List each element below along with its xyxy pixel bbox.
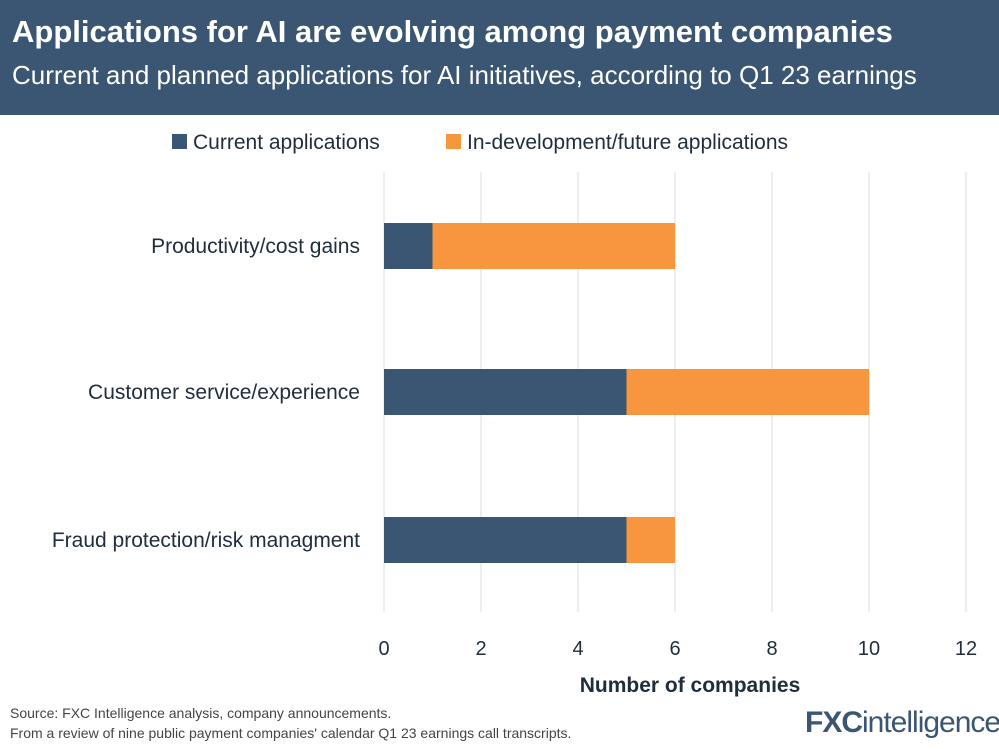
legend-label: In-development/future applications xyxy=(467,131,788,154)
header: Applications for AI are evolving among p… xyxy=(0,0,999,115)
x-tick-label: 8 xyxy=(766,638,777,660)
x-tick-label: 0 xyxy=(378,638,389,660)
bar-current xyxy=(384,369,627,415)
category-label: Customer service/experience xyxy=(88,381,360,404)
category-label: Productivity/cost gains xyxy=(151,235,360,258)
x-tick-label: 12 xyxy=(955,638,977,660)
chart-title: Applications for AI are evolving among p… xyxy=(12,14,893,49)
x-tick-label: 4 xyxy=(572,638,583,660)
legend-swatch xyxy=(446,134,461,149)
chart-subtitle: Current and planned applications for AI … xyxy=(12,60,917,90)
x-tick-label: 2 xyxy=(475,638,486,660)
bar-current xyxy=(384,223,433,269)
bar-current xyxy=(384,517,627,563)
x-tick-label: 6 xyxy=(669,638,680,660)
footer-notes: Source: FXC Intelligence analysis, compa… xyxy=(10,703,571,743)
legend-label: Current applications xyxy=(193,131,380,154)
source-text: Source: FXC Intelligence analysis, compa… xyxy=(10,705,392,721)
bar-future xyxy=(626,517,675,563)
note-text: From a review of nine public payment com… xyxy=(10,725,572,741)
bar-future xyxy=(432,223,675,269)
x-tick-label: 10 xyxy=(858,638,880,660)
legend-swatch xyxy=(172,134,187,149)
bar-future xyxy=(626,369,869,415)
fxc-logo: FXCintelligence xyxy=(805,706,999,739)
category-label: Fraud protection/risk managment xyxy=(52,529,360,552)
x-axis-label: Number of companies xyxy=(580,674,801,697)
